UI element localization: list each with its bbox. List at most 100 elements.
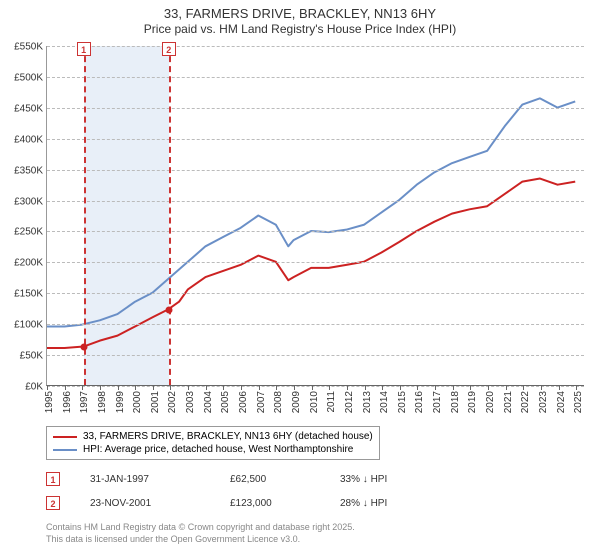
legend: 33, FARMERS DRIVE, BRACKLEY, NN13 6HY (d…: [46, 426, 380, 460]
x-tick: [276, 385, 277, 390]
y-axis-label: £150K: [14, 289, 43, 300]
x-tick: [365, 385, 366, 390]
y-gridline: £100K: [47, 324, 584, 325]
x-axis-label: 1996: [62, 391, 73, 413]
x-axis-label: 2025: [573, 391, 584, 413]
y-gridline: £300K: [47, 201, 584, 202]
y-gridline: £350K: [47, 170, 584, 171]
x-tick: [312, 385, 313, 390]
sale-price-2: £123,000: [230, 498, 340, 509]
x-tick: [453, 385, 454, 390]
x-tick: [541, 385, 542, 390]
y-axis-label: £250K: [14, 227, 43, 238]
chart-plot-area: £0K £50K £100K £150K £200K £250K £300K £350K £40…: [46, 46, 584, 386]
x-tick: [329, 385, 330, 390]
chart-lines-svg: [47, 46, 584, 385]
sale-diff-1: 33% ↓ HPI: [340, 474, 450, 485]
y-gridline: £450K: [47, 108, 584, 109]
x-tick: [400, 385, 401, 390]
x-axis-label: 1997: [79, 391, 90, 413]
sale-diff-2: 28% ↓ HPI: [340, 498, 450, 509]
x-axis-label: 1995: [44, 391, 55, 413]
x-tick: [65, 385, 66, 390]
x-tick: [118, 385, 119, 390]
legend-label-property: 33, FARMERS DRIVE, BRACKLEY, NN13 6HY (d…: [83, 431, 373, 442]
y-axis-label: £400K: [14, 134, 43, 145]
x-axis-label: 2023: [538, 391, 549, 413]
y-gridline: £250K: [47, 231, 584, 232]
sale-marker-on-chart: 2: [162, 42, 176, 56]
x-axis-label: 2024: [556, 391, 567, 413]
x-tick: [523, 385, 524, 390]
x-tick: [170, 385, 171, 390]
x-tick: [135, 385, 136, 390]
x-axis-label: 2009: [291, 391, 302, 413]
y-axis-label: £100K: [14, 320, 43, 331]
footer-text: Contains HM Land Registry data © Crown c…: [46, 522, 355, 545]
sale-price-1: £62,500: [230, 474, 340, 485]
x-tick: [82, 385, 83, 390]
y-gridline: £0K: [47, 386, 584, 387]
x-tick: [259, 385, 260, 390]
line-hpi: [47, 98, 575, 326]
sale-marker-on-chart: 1: [77, 42, 91, 56]
x-axis-label: 2014: [379, 391, 390, 413]
legend-item-property: 33, FARMERS DRIVE, BRACKLEY, NN13 6HY (d…: [53, 430, 373, 443]
sale-date-1: 31-JAN-1997: [90, 474, 230, 485]
sale-vline: [84, 46, 86, 385]
sale-vline: [169, 46, 171, 385]
x-tick: [100, 385, 101, 390]
sale-marker-2: 2: [46, 496, 60, 510]
x-axis-label: 2000: [132, 391, 143, 413]
y-axis-label: £450K: [14, 103, 43, 114]
x-axis-label: 2003: [185, 391, 196, 413]
y-axis-label: £500K: [14, 72, 43, 83]
x-axis-label: 2015: [397, 391, 408, 413]
y-axis-label: £350K: [14, 165, 43, 176]
x-axis-label: 2007: [256, 391, 267, 413]
chart-title-subtitle: Price paid vs. HM Land Registry's House …: [0, 22, 600, 37]
footer-line-1: Contains HM Land Registry data © Crown c…: [46, 522, 355, 534]
y-gridline: £200K: [47, 262, 584, 263]
x-axis-label: 2020: [485, 391, 496, 413]
x-axis-label: 2010: [309, 391, 320, 413]
y-gridline: £500K: [47, 77, 584, 78]
x-tick: [435, 385, 436, 390]
y-axis-label: £300K: [14, 196, 43, 207]
y-axis-label: £50K: [20, 351, 43, 362]
x-axis-label: 2021: [503, 391, 514, 413]
footer-line-2: This data is licensed under the Open Gov…: [46, 534, 355, 546]
x-tick: [188, 385, 189, 390]
sale-point-dot: [80, 344, 87, 351]
x-axis-label: 1999: [115, 391, 126, 413]
x-axis-label: 2008: [273, 391, 284, 413]
x-axis-label: 2006: [238, 391, 249, 413]
legend-label-hpi: HPI: Average price, detached house, West…: [83, 444, 353, 455]
x-axis-label: 2017: [432, 391, 443, 413]
y-gridline: £400K: [47, 139, 584, 140]
x-axis-label: 2022: [520, 391, 531, 413]
sale-marker-1: 1: [46, 472, 60, 486]
legend-item-hpi: HPI: Average price, detached house, West…: [53, 443, 373, 456]
x-tick: [488, 385, 489, 390]
x-tick: [153, 385, 154, 390]
x-axis-label: 2018: [450, 391, 461, 413]
x-tick: [559, 385, 560, 390]
x-axis-label: 2012: [344, 391, 355, 413]
x-axis-label: 1998: [97, 391, 108, 413]
x-tick: [470, 385, 471, 390]
y-axis-label: £550K: [14, 42, 43, 53]
chart-title-block: 33, FARMERS DRIVE, BRACKLEY, NN13 6HY Pr…: [0, 0, 600, 37]
chart-title-address: 33, FARMERS DRIVE, BRACKLEY, NN13 6HY: [0, 6, 600, 22]
y-gridline: £150K: [47, 293, 584, 294]
x-tick: [206, 385, 207, 390]
x-axis-label: 2005: [220, 391, 231, 413]
x-tick: [417, 385, 418, 390]
sale-date-2: 23-NOV-2001: [90, 498, 230, 509]
x-tick: [347, 385, 348, 390]
x-axis-label: 2011: [326, 391, 337, 413]
x-tick: [294, 385, 295, 390]
x-tick: [241, 385, 242, 390]
x-axis-label: 2013: [362, 391, 373, 413]
y-gridline: £50K: [47, 355, 584, 356]
